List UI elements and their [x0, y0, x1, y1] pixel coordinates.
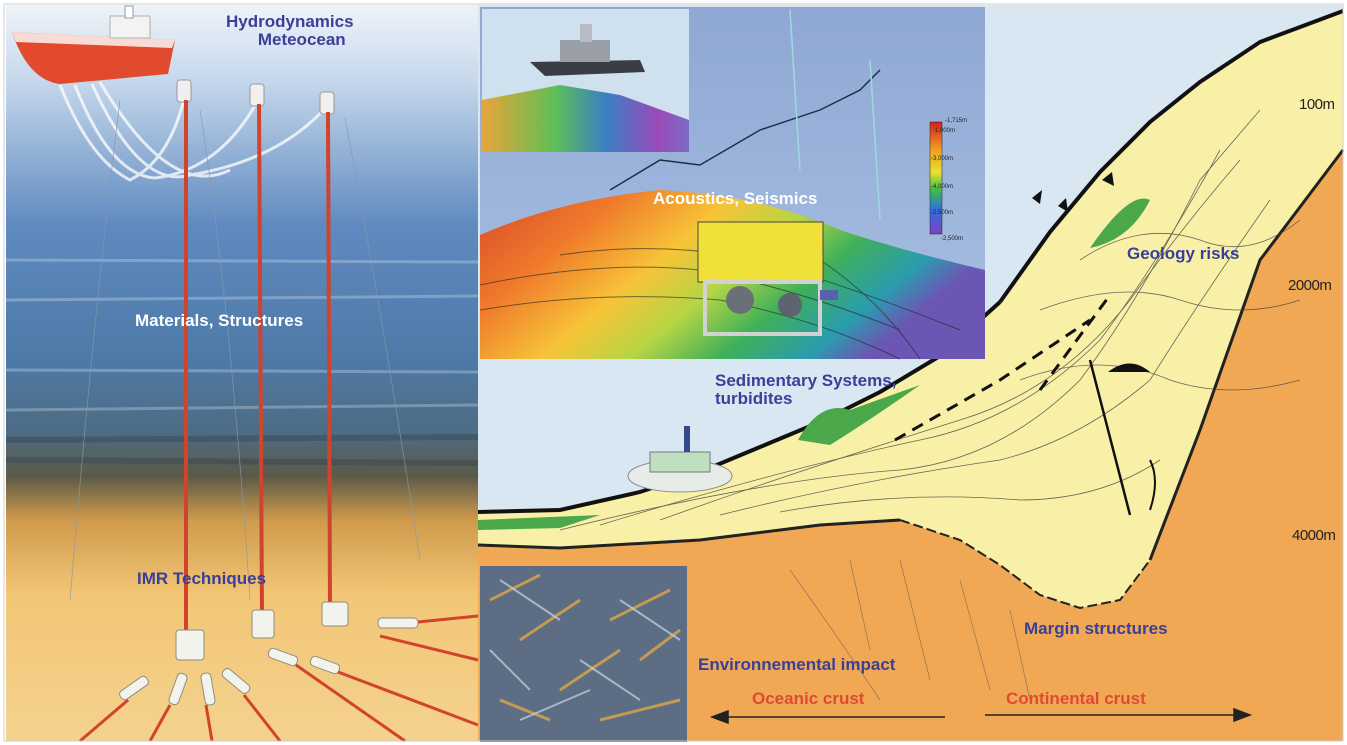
subsea-equipment-icon [119, 601, 419, 706]
colorbar-t3: -3,000m [931, 156, 954, 162]
environmental-impact-label: Environnemental impact [698, 655, 896, 674]
depth-100m-label: 100m [1299, 96, 1335, 113]
depth-colorbar [929, 121, 943, 235]
oceanic-crust-label: Oceanic crust [752, 689, 865, 708]
colorbar-bottom: -2,500m [941, 236, 964, 242]
seafloor-photo [480, 566, 687, 742]
sediment-layer [478, 10, 1343, 608]
colorbar-t5: -2,500m [931, 210, 954, 216]
sedimentary-systems-label: Sedimentary Systems, turbidites [715, 372, 896, 408]
survey-ship-icon [530, 24, 645, 76]
geology-risks-label: Geology risks [1127, 244, 1240, 263]
sedimentary-line1: Sedimentary Systems, [715, 371, 897, 390]
depth-4000m-label: 4000m [1292, 527, 1336, 544]
colorbar-t2: -1,000m [933, 128, 956, 134]
benthic-station-icon [627, 426, 733, 493]
hydrodynamics-line1: Hydrodynamics [226, 12, 354, 31]
colorbar-t4: -4,000m [931, 184, 954, 190]
hydrodynamics-line2: Meteocean [257, 29, 346, 49]
surface-vessel-icon [12, 5, 175, 84]
sedimentary-line2: turbidites [715, 388, 793, 408]
hydrodynamics-label: Hydrodynamics Meteocean [226, 13, 354, 49]
acoustics-seismics-label: Acoustics, Seismics [653, 189, 818, 208]
crust-layer [478, 150, 1343, 741]
continental-crust-label: Continental crust [1006, 689, 1146, 708]
rov-icon [697, 221, 838, 336]
colorbar-top: -1,715m [945, 118, 968, 124]
depth-2000m-label: 2000m [1288, 277, 1332, 294]
margin-structures-label: Margin structures [1024, 619, 1168, 638]
imr-techniques-label: IMR Techniques [137, 569, 267, 588]
acoustics-inset [479, 7, 985, 360]
materials-structures-label: Materials, Structures [135, 311, 304, 330]
